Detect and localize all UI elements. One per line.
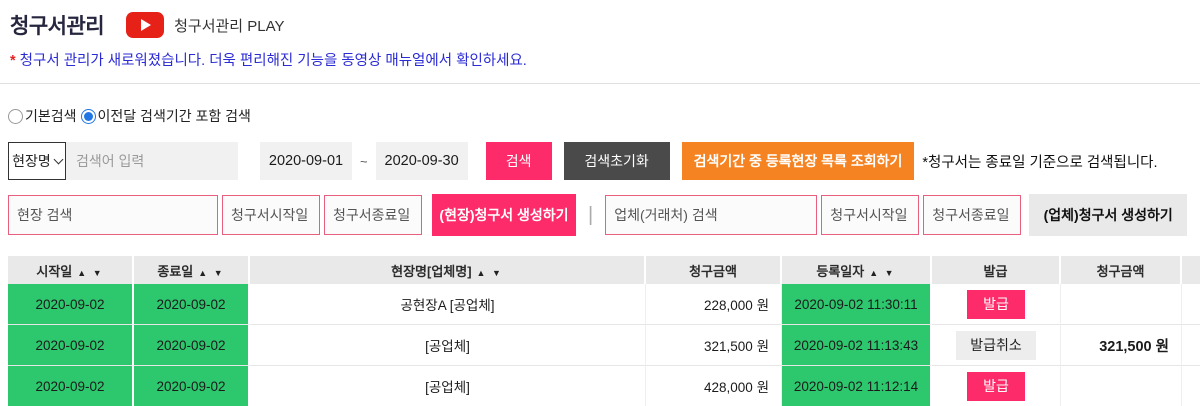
- site-search-input[interactable]: [8, 195, 218, 235]
- search-note: *청구서는 종료일 기준으로 검색됩니다.: [922, 154, 1158, 171]
- table-header-row: 시작일 ▲ ▼ 종료일 ▲ ▼ 현장명[업체명] ▲ ▼ 청구금액 등록일자 ▲ ▼: [8, 256, 1200, 284]
- video-manual-label[interactable]: 청구서관리 PLAY: [174, 17, 285, 35]
- notice-banner: * 청구서 관리가 새로워졌습니다. 더욱 편리해진 기능을 동영상 매뉴얼에서 …: [10, 49, 1200, 70]
- sort-desc-icon[interactable]: ▼: [884, 267, 896, 278]
- search-toolbar: 현장명 2020-09-01 ~ 2020-09-30 검색 검색초기화 검색기…: [8, 142, 1200, 180]
- table-row: 2020-09-02 2020-09-02 [공업체] 428,000 원 20…: [8, 366, 1200, 406]
- issue-cell: 발급: [932, 284, 1061, 325]
- end-date-cell: 2020-09-02: [134, 284, 250, 325]
- issue-button[interactable]: 발급: [967, 371, 1025, 401]
- site-name-cell: 공현장A [공업체]: [250, 284, 646, 325]
- sort-asc-icon[interactable]: ▲: [198, 267, 210, 278]
- vendor-invoice-start-input[interactable]: [821, 195, 920, 235]
- table-row: 2020-09-02 2020-09-02 [공업체] 321,500 원 20…: [8, 325, 1200, 366]
- notice-asterisk: *: [10, 53, 16, 69]
- sort-asc-icon[interactable]: ▲: [476, 267, 488, 278]
- sort-desc-icon[interactable]: ▼: [92, 267, 104, 278]
- col-header-amount: 청구금액: [646, 256, 782, 284]
- end-date-cell: 2020-09-02: [134, 325, 250, 366]
- search-button[interactable]: 검색: [485, 142, 552, 180]
- col-header-start-date[interactable]: 시작일 ▲ ▼: [8, 256, 134, 284]
- sort-asc-icon[interactable]: ▲: [77, 267, 89, 278]
- date-from-input[interactable]: 2020-09-01: [260, 142, 352, 180]
- group-divider: |: [588, 203, 594, 226]
- start-date-cell: 2020-09-02: [8, 284, 134, 325]
- overflow-cell: [1182, 325, 1200, 366]
- sort-asc-icon[interactable]: ▲: [869, 267, 881, 278]
- site-invoice-start-input[interactable]: [222, 195, 320, 235]
- vendor-invoice-end-input[interactable]: [923, 195, 1022, 235]
- radio-include-prev-month-label: 이전달 검색기간 포함 검색: [97, 108, 251, 124]
- registered-cell: 2020-09-02 11:12:14: [782, 366, 932, 406]
- issued-amount-cell: [1061, 366, 1182, 406]
- sort-desc-icon[interactable]: ▼: [213, 267, 225, 278]
- overflow-cell: [1182, 366, 1200, 406]
- youtube-play-button[interactable]: [126, 12, 165, 38]
- radio-basic-search-label: 기본검색: [25, 108, 77, 124]
- col-header-site-name[interactable]: 현장명[업체명] ▲ ▼: [250, 256, 646, 284]
- search-field-select-value: 현장명: [12, 153, 51, 169]
- col-header-end-date[interactable]: 종료일 ▲ ▼: [134, 256, 250, 284]
- radio-unchecked-icon[interactable]: [8, 108, 23, 124]
- search-field-select[interactable]: 현장명: [8, 142, 66, 180]
- play-icon: [141, 19, 152, 31]
- page-title: 청구서관리: [10, 15, 105, 38]
- site-invoice-end-input[interactable]: [324, 195, 422, 235]
- registered-cell: 2020-09-02 11:13:43: [782, 325, 932, 366]
- radio-basic-search[interactable]: 기본검색: [8, 106, 77, 126]
- site-name-cell: [공업체]: [250, 366, 646, 406]
- issue-cell: 발급취소: [932, 325, 1061, 366]
- search-mode-group: 기본검색 이전달 검색기간 포함 검색: [8, 106, 1200, 126]
- issue-button[interactable]: 발급: [967, 289, 1025, 319]
- invoice-create-toolbar: (현장)청구서 생성하기 | (업체)청구서 생성하기: [8, 194, 1200, 236]
- registered-cell: 2020-09-02 11:30:11: [782, 284, 932, 325]
- registered-sites-lookup-button[interactable]: 검색기간 중 등록현장 목록 조회하기: [681, 142, 915, 180]
- invoice-table-container: 시작일 ▲ ▼ 종료일 ▲ ▼ 현장명[업체명] ▲ ▼ 청구금액 등록일자 ▲ ▼: [8, 256, 1200, 406]
- col-header-issued-amount: 청구금액: [1061, 256, 1182, 284]
- amount-cell: 428,000 원: [646, 366, 782, 406]
- title-bar: 청구서관리 청구서관리 PLAY: [0, 0, 1200, 40]
- invoice-table: 시작일 ▲ ▼ 종료일 ▲ ▼ 현장명[업체명] ▲ ▼ 청구금액 등록일자 ▲ ▼: [8, 256, 1200, 406]
- search-input[interactable]: [66, 142, 238, 180]
- vendor-search-input[interactable]: [605, 195, 818, 235]
- table-row: 2020-09-02 2020-09-02 공현장A [공업체] 228,000…: [8, 284, 1200, 325]
- search-reset-button[interactable]: 검색초기화: [563, 142, 670, 180]
- site-name-cell: [공업체]: [250, 325, 646, 366]
- sort-desc-icon[interactable]: ▼: [491, 267, 503, 278]
- col-header-registered[interactable]: 등록일자 ▲ ▼: [782, 256, 932, 284]
- section-divider: [0, 83, 1200, 84]
- overflow-cell: [1182, 284, 1200, 325]
- date-to-input[interactable]: 2020-09-30: [375, 142, 468, 180]
- col-header-issue: 발급: [932, 256, 1061, 284]
- col-header-overflow: [1182, 256, 1200, 284]
- start-date-cell: 2020-09-02: [8, 366, 134, 406]
- date-range-tilde: ~: [360, 153, 368, 169]
- issued-amount-cell: 321,500 원: [1061, 325, 1182, 366]
- amount-cell: 228,000 원: [646, 284, 782, 325]
- notice-text: 청구서 관리가 새로워졌습니다. 더욱 편리해진 기능을 동영상 매뉴얼에서 확…: [19, 53, 527, 69]
- radio-include-prev-month[interactable]: 이전달 검색기간 포함 검색: [80, 106, 251, 126]
- create-vendor-invoice-button[interactable]: (업체)청구서 생성하기: [1029, 194, 1188, 236]
- issue-cell: 발급: [932, 366, 1061, 406]
- radio-checked-icon[interactable]: [80, 108, 96, 124]
- issued-amount-cell: [1061, 284, 1182, 325]
- issue-cancel-button[interactable]: 발급취소: [956, 330, 1036, 360]
- amount-cell: 321,500 원: [646, 325, 782, 366]
- start-date-cell: 2020-09-02: [8, 325, 134, 366]
- end-date-cell: 2020-09-02: [134, 366, 250, 406]
- chevron-down-icon: [53, 154, 64, 164]
- create-site-invoice-button[interactable]: (현장)청구서 생성하기: [432, 194, 576, 236]
